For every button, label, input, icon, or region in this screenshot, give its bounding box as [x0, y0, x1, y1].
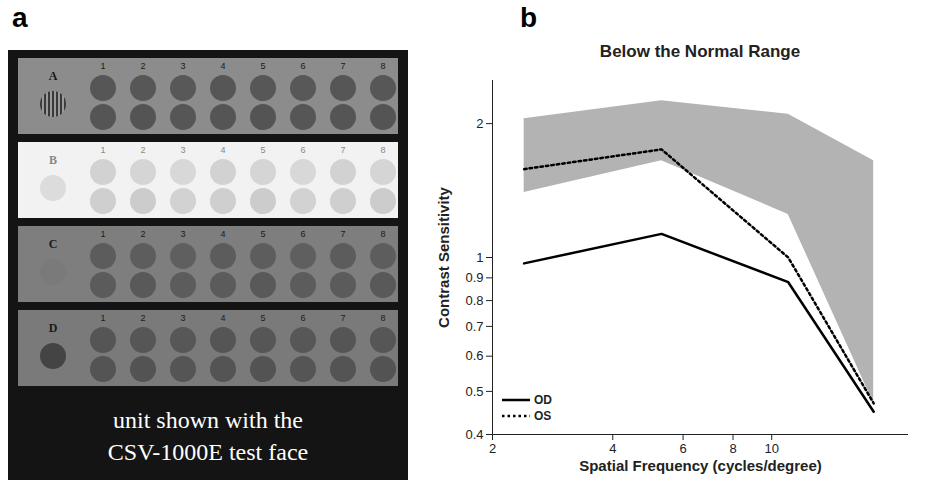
svg-text:7: 7 [340, 61, 345, 71]
svg-text:5: 5 [260, 313, 265, 323]
svg-text:1: 1 [100, 145, 105, 155]
svg-text:OD: OD [534, 393, 552, 407]
svg-text:6: 6 [679, 441, 686, 456]
svg-text:3: 3 [180, 61, 185, 71]
svg-text:0.9: 0.9 [465, 270, 483, 285]
svg-text:6: 6 [300, 145, 305, 155]
svg-text:B: B [49, 153, 57, 167]
svg-text:3: 3 [180, 229, 185, 239]
svg-text:5: 5 [260, 229, 265, 239]
svg-text:2: 2 [140, 229, 145, 239]
svg-text:1: 1 [476, 250, 483, 265]
svg-text:6: 6 [300, 313, 305, 323]
svg-text:Spatial Frequency (cycles/degr: Spatial Frequency (cycles/degree) [579, 457, 822, 474]
svg-text:D: D [49, 321, 58, 335]
svg-text:0.4: 0.4 [465, 427, 483, 442]
svg-text:3: 3 [180, 145, 185, 155]
svg-text:unit shown with the: unit shown with the [113, 407, 303, 433]
svg-text:7: 7 [340, 145, 345, 155]
html-text:a: a [12, 2, 28, 33]
svg-text:4: 4 [220, 229, 225, 239]
svg-text:0.5: 0.5 [465, 384, 483, 399]
svg-text:2: 2 [140, 61, 145, 71]
svg-text:OS: OS [534, 409, 551, 423]
svg-text:7: 7 [340, 229, 345, 239]
svg-text:2: 2 [489, 441, 496, 456]
svg-text:2: 2 [140, 145, 145, 155]
svg-text:1: 1 [100, 313, 105, 323]
html-text:b: b [520, 2, 538, 33]
svg-text:Contrast Sensitivity: Contrast Sensitivity [435, 186, 452, 328]
svg-text:4: 4 [220, 61, 225, 71]
svg-text:1: 1 [100, 61, 105, 71]
svg-text:4: 4 [220, 313, 225, 323]
svg-text:2: 2 [140, 313, 145, 323]
svg-text:10: 10 [764, 441, 778, 456]
svg-text:6: 6 [300, 229, 305, 239]
svg-text:8: 8 [380, 145, 385, 155]
svg-text:5: 5 [260, 145, 265, 155]
svg-text:4: 4 [220, 145, 225, 155]
svg-text:8: 8 [380, 61, 385, 71]
svg-text:8: 8 [380, 313, 385, 323]
html-text:Below the Normal Range: Below the Normal Range [599, 42, 801, 61]
svg-text:7: 7 [340, 313, 345, 323]
svg-text:A: A [49, 69, 58, 83]
svg-text:4: 4 [609, 441, 616, 456]
svg-text:6: 6 [300, 61, 305, 71]
svg-text:CSV-1000E test face: CSV-1000E test face [108, 439, 308, 465]
svg-text:5: 5 [260, 61, 265, 71]
svg-text:0.7: 0.7 [465, 319, 483, 334]
svg-text:3: 3 [180, 313, 185, 323]
svg-text:2: 2 [476, 116, 483, 131]
svg-text:0.6: 0.6 [465, 348, 483, 363]
svg-text:8: 8 [729, 441, 736, 456]
svg-text:1: 1 [100, 229, 105, 239]
svg-text:C: C [49, 237, 58, 251]
svg-text:0.8: 0.8 [465, 293, 483, 308]
svg-text:8: 8 [380, 229, 385, 239]
